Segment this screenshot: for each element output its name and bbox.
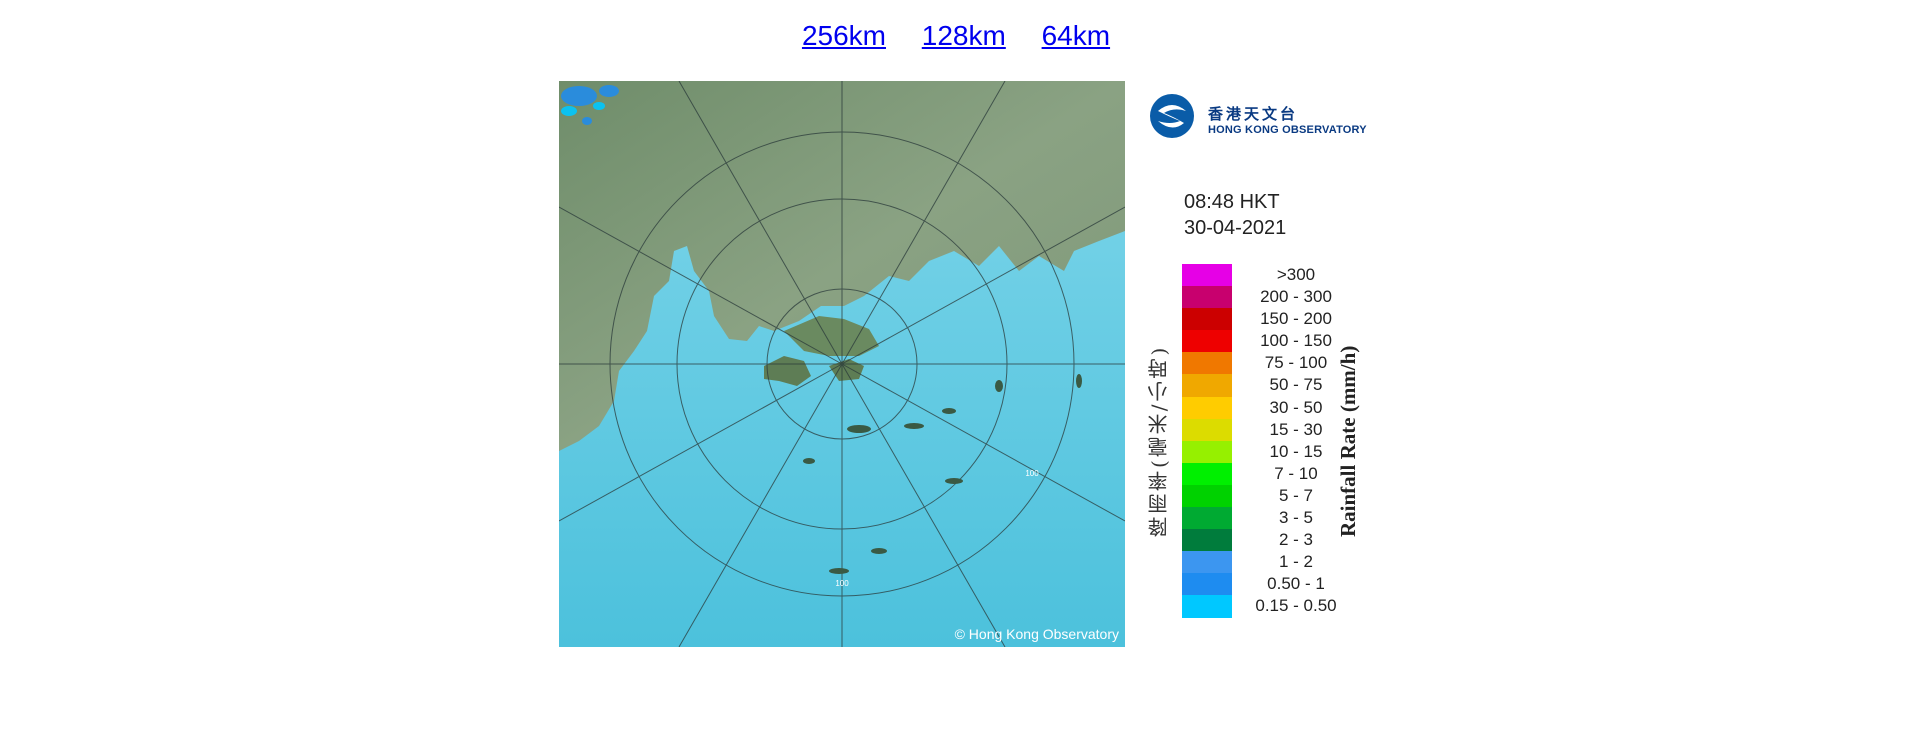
scale-swatch — [1182, 308, 1232, 331]
logo-name-cn: 香港天文台 — [1208, 105, 1299, 123]
scale-row: 1 - 2 — [1182, 551, 1362, 574]
date-text: 30-04-2021 — [1184, 217, 1287, 239]
rain-echoes-light — [561, 102, 605, 116]
scale-label: 30 - 50 — [1269, 397, 1323, 417]
scale-label: 7 - 10 — [1274, 463, 1318, 483]
radar-image: 100 100 © Hong Kong Observatory — [559, 81, 1125, 647]
logo-name-en: HONG KONG OBSERVATORY — [1208, 124, 1367, 136]
coastal-islands — [803, 374, 1082, 574]
scale-label: 2 - 3 — [1278, 530, 1314, 550]
copyright-text: © Hong Kong Observatory — [955, 626, 1119, 642]
scale-swatch — [1182, 440, 1232, 463]
time-text: 08:48 HKT — [1184, 191, 1280, 213]
scale-row: 0.15 - 0.50 — [1182, 595, 1362, 618]
radar-map: 100 100 © Hong Kong Observatory — [559, 81, 1125, 647]
scale-swatch — [1182, 264, 1232, 287]
scale-swatch — [1182, 529, 1232, 552]
scale-swatch — [1182, 573, 1232, 596]
scale-row: >300 — [1182, 264, 1362, 287]
scale-row: 5 - 7 — [1182, 484, 1362, 508]
scale-swatch — [1182, 507, 1232, 530]
scale-row: 15 - 30 — [1182, 418, 1362, 441]
scale-swatch — [1182, 396, 1232, 419]
legend-panel: 香港天文台 HONG KONG OBSERVATORY 08:48 HKT 30… — [1140, 81, 1390, 647]
scale-row: 7 - 10 — [1182, 462, 1362, 485]
scale-swatch — [1182, 484, 1232, 508]
hko-logo-icon — [1150, 94, 1194, 138]
scale-label: >300 — [1276, 265, 1316, 284]
scale-label: 75 - 100 — [1264, 353, 1328, 373]
scale-row: 30 - 50 — [1182, 396, 1362, 419]
range-rings — [559, 81, 1125, 647]
range-link-64km[interactable]: 64km — [1041, 20, 1111, 51]
scale-row: 50 - 75 — [1182, 374, 1362, 397]
scale-row: 150 - 200 — [1182, 308, 1362, 331]
scale-swatch — [1182, 374, 1232, 397]
scale-swatch — [1182, 595, 1232, 618]
scale-label: 100 - 150 — [1260, 331, 1332, 351]
scale-swatch — [1182, 286, 1232, 309]
scale-swatch — [1182, 330, 1232, 353]
scale-row: 100 - 150 — [1182, 330, 1362, 353]
scale-swatch — [1182, 462, 1232, 485]
range-link-128km[interactable]: 128km — [921, 20, 1006, 51]
scale-label: 3 - 5 — [1278, 508, 1314, 528]
scale-label: 1 - 2 — [1278, 552, 1314, 572]
new-territories — [784, 316, 879, 356]
scale-row: 75 - 100 — [1182, 352, 1362, 375]
axis-label-cn: 降雨率(毫米/小時) — [1147, 344, 1171, 538]
ring-label: 100 — [835, 579, 849, 588]
scale-swatch — [1182, 352, 1232, 375]
scale-label: 50 - 75 — [1269, 375, 1323, 395]
scale-label: 10 - 15 — [1269, 441, 1323, 461]
rain-echoes — [561, 85, 619, 125]
scale-label: 5 - 7 — [1278, 485, 1314, 505]
scale-label: 200 - 300 — [1260, 287, 1332, 307]
scale-row: 3 - 5 — [1182, 507, 1362, 530]
scale-label: 0.50 - 1 — [1267, 574, 1325, 594]
timestamp: 08:48 HKT 30-04-2021 — [1184, 189, 1286, 241]
scale-label: 15 - 30 — [1269, 419, 1323, 439]
scale-label: 150 - 200 — [1260, 309, 1332, 329]
scale-row: 200 - 300 — [1182, 286, 1362, 309]
range-selector: 256km 128km 64km — [0, 20, 1912, 52]
scale-label: 0.15 - 0.50 — [1255, 596, 1337, 616]
scale-swatch — [1182, 551, 1232, 574]
range-link-256km[interactable]: 256km — [801, 20, 886, 51]
rainfall-scale: >300 200 - 300 150 - 200 100 - 150 75 - 100 5… — [1182, 264, 1362, 618]
hko-logo: 香港天文台 HONG KONG OBSERVATORY — [1144, 91, 1374, 141]
scale-row: 0.50 - 1 — [1182, 573, 1362, 596]
scale-swatch — [1182, 418, 1232, 441]
scale-row: 10 - 15 — [1182, 440, 1362, 463]
ring-label-east: 100 — [1025, 469, 1039, 478]
scale-row: 2 - 3 — [1182, 529, 1362, 552]
